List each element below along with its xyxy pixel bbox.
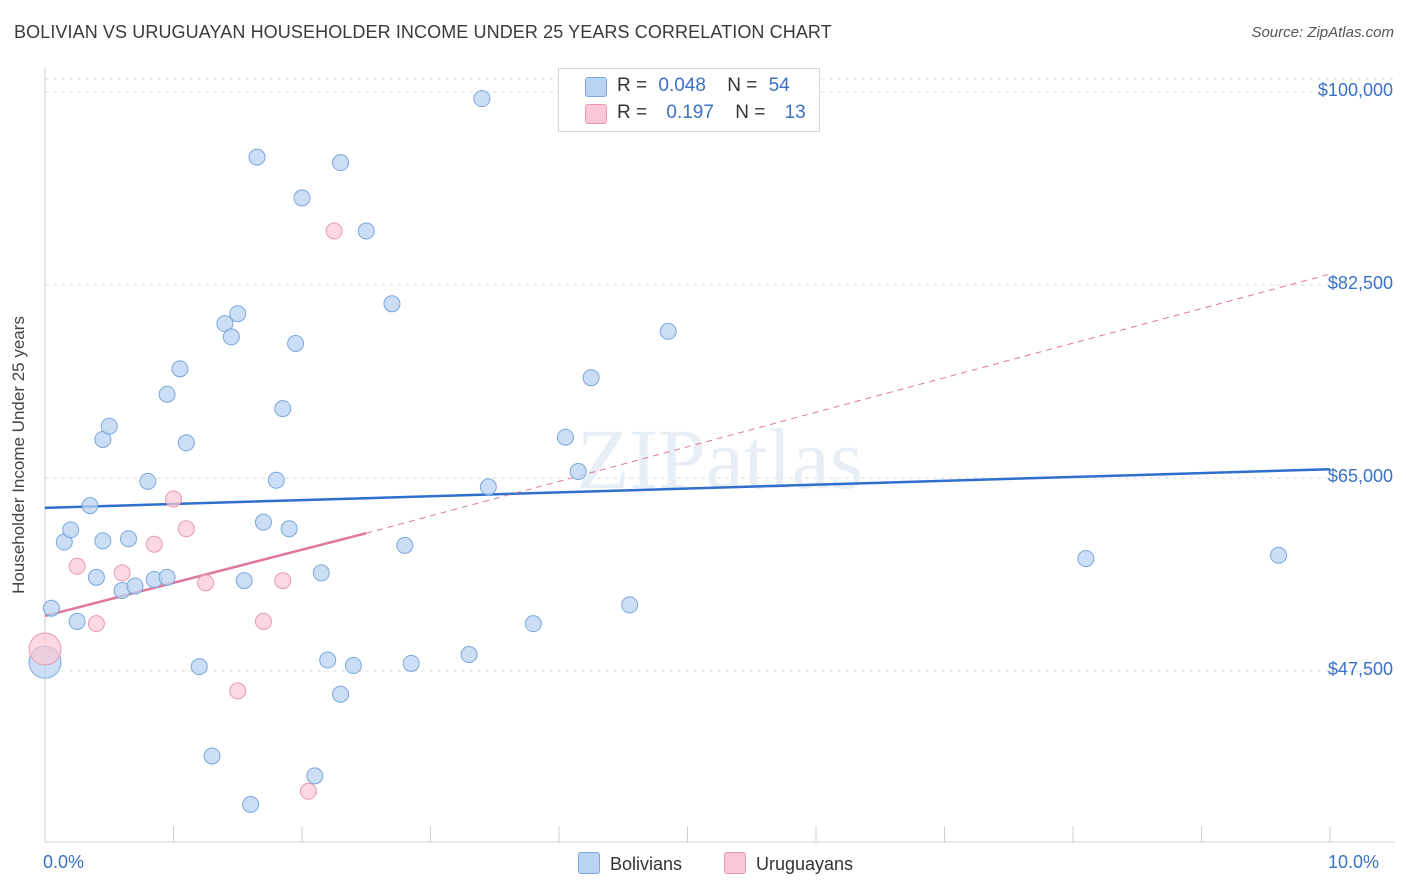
uruguayan-point — [177, 520, 195, 538]
bolivian-point — [158, 385, 176, 403]
bolivian-point — [171, 360, 189, 378]
bolivian-point — [524, 615, 542, 633]
legend-n-label: N = — [727, 75, 758, 96]
axes — [44, 68, 1395, 843]
bolivian-point — [100, 417, 118, 435]
bolivian-point — [312, 564, 330, 582]
uruguayan-point — [113, 564, 131, 582]
bolivian-point — [242, 796, 260, 814]
y-tick-label: $47,500 — [1327, 659, 1393, 680]
bolivian-point — [357, 222, 375, 240]
bolivian-point — [177, 434, 195, 452]
watermark: ZIPatlas — [577, 411, 864, 507]
stats-legend: R = 0.048 N = 54 R = 0.197 N = 13 — [558, 68, 820, 132]
data-points — [28, 90, 1288, 814]
x-tick-label-max: 10.0% — [1328, 852, 1380, 872]
trendline-uruguayans — [366, 273, 1331, 534]
bolivian-point — [402, 654, 420, 672]
uruguayan-point — [229, 682, 247, 700]
bolivian-point — [62, 521, 80, 539]
bolivian-point — [87, 568, 105, 586]
uruguayan-point — [197, 574, 215, 592]
bolivian-point — [396, 536, 414, 554]
bolivian-point — [126, 577, 144, 595]
bolivian-point — [229, 305, 247, 323]
legend-n-value: 13 — [784, 102, 806, 123]
bolivian-point — [267, 471, 285, 489]
bolivian-point — [569, 462, 587, 480]
bolivian-point — [473, 90, 491, 108]
legend-swatch-pink — [585, 104, 607, 124]
bolivian-point — [479, 478, 497, 496]
uruguayan-point — [274, 572, 292, 590]
bolivian-point — [621, 596, 639, 614]
bolivian-point — [248, 148, 266, 166]
bottom-legend-uruguayans: Uruguayans — [724, 852, 853, 875]
bolivian-point — [81, 497, 99, 515]
bottom-legend-swatch-blue — [578, 852, 600, 874]
bolivian-point — [190, 658, 208, 676]
bolivian-point — [139, 472, 157, 490]
bolivian-point — [222, 328, 240, 346]
bolivian-point — [556, 428, 574, 446]
bolivian-point — [254, 513, 272, 531]
legend-r-label: R = — [617, 102, 648, 123]
bolivian-point — [293, 189, 311, 207]
bolivian-point — [344, 657, 362, 675]
uruguayan-point — [145, 535, 163, 553]
bolivian-point — [94, 532, 112, 550]
uruguayan-point — [254, 612, 272, 630]
bolivian-point — [582, 369, 600, 387]
bolivian-point — [659, 322, 677, 340]
bolivian-point — [42, 599, 60, 617]
bolivian-point — [460, 646, 478, 664]
uruguayan-point — [68, 557, 86, 575]
legend-n-value: 54 — [768, 75, 790, 96]
bolivian-point — [120, 530, 138, 548]
bolivian-point — [306, 767, 324, 785]
bolivian-point — [319, 651, 337, 669]
legend-swatch-blue — [585, 77, 607, 97]
bolivian-point — [332, 685, 350, 703]
uruguayan-point — [87, 615, 105, 633]
bolivian-point — [203, 747, 221, 765]
y-tick-label: $65,000 — [1327, 466, 1393, 487]
source-label: Source: ZipAtlas.com — [1251, 24, 1394, 41]
legend-r-value: 0.197 — [666, 102, 714, 123]
legend-r-value: 0.048 — [658, 75, 706, 96]
bottom-legend-swatch-pink — [724, 852, 746, 874]
bolivian-point — [158, 568, 176, 586]
bolivian-point — [287, 335, 305, 353]
bolivian-point — [235, 572, 253, 590]
bottom-legend-label: Bolivians — [610, 854, 683, 874]
bottom-legend-bolivians: Bolivians — [578, 852, 682, 875]
uruguayan-point — [165, 490, 182, 508]
uruguayan-point — [325, 222, 343, 240]
chart-title: BOLIVIAN VS URUGUAYAN HOUSEHOLDER INCOME… — [14, 22, 832, 42]
y-axis-label: Householder Income Under 25 years — [9, 316, 28, 594]
bolivian-point — [1077, 550, 1095, 568]
bottom-legend-label: Uruguayans — [756, 854, 854, 874]
x-tick-label-min: 0.0% — [43, 852, 85, 872]
bolivian-point — [280, 520, 298, 538]
y-tick-label: $100,000 — [1317, 80, 1393, 101]
trendline-bolivians — [44, 467, 1331, 510]
y-tick-label: $82,500 — [1327, 273, 1393, 294]
legend-r-label: R = — [617, 75, 648, 96]
uruguayan-point — [299, 782, 317, 800]
uruguayan-point — [28, 632, 62, 666]
bolivian-point — [383, 295, 401, 313]
bolivian-point — [1270, 546, 1288, 564]
bolivian-point — [332, 154, 350, 172]
legend-n-label: N = — [735, 102, 766, 123]
bolivian-point — [68, 612, 86, 630]
bolivian-point — [274, 400, 292, 418]
